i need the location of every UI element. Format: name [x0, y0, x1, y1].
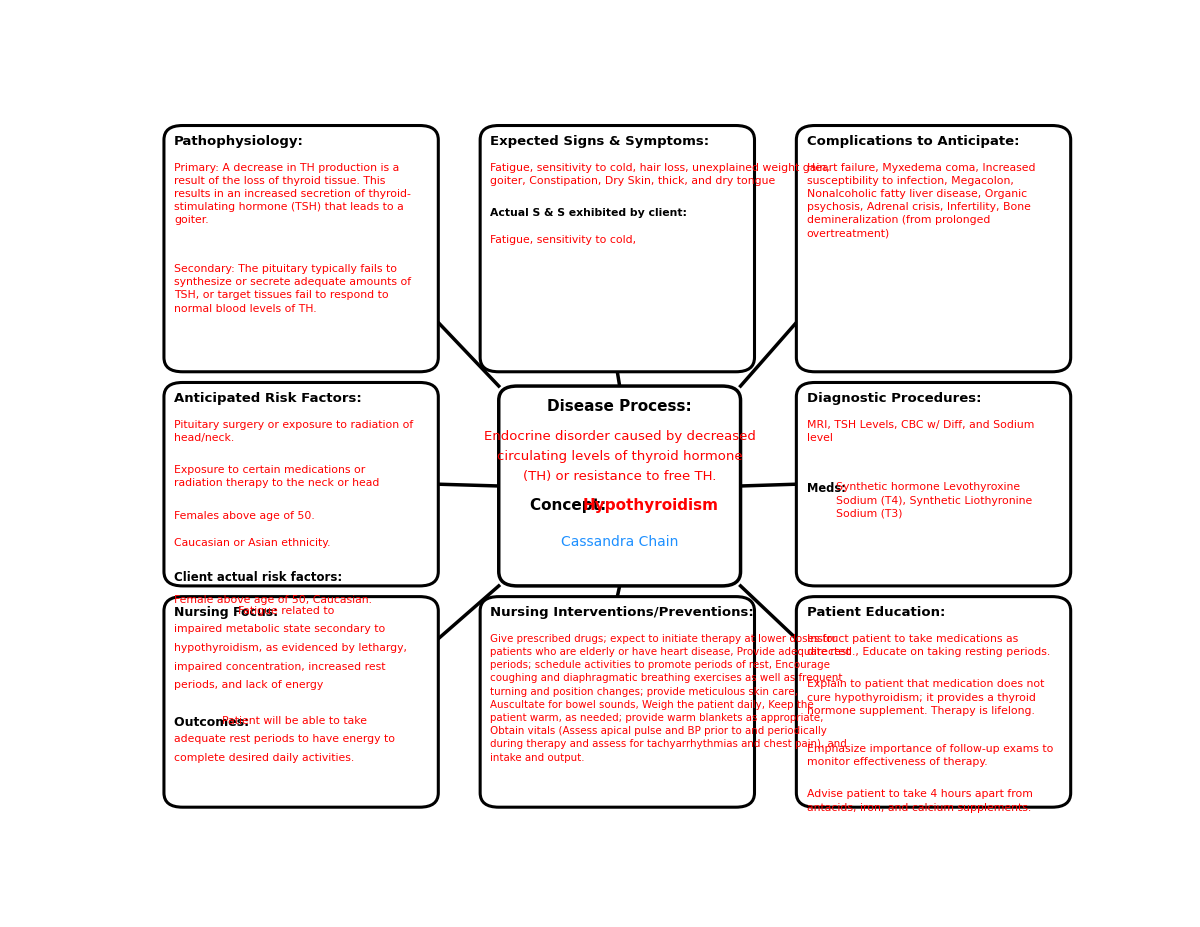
FancyBboxPatch shape — [480, 125, 755, 372]
Text: impaired metabolic state secondary to: impaired metabolic state secondary to — [174, 625, 385, 634]
Text: Explain to patient that medication does not
cure hypothyroidism; it provides a t: Explain to patient that medication does … — [806, 679, 1044, 716]
Text: Female above age of 50, Caucasian.: Female above age of 50, Caucasian. — [174, 595, 372, 605]
Text: Patient Education:: Patient Education: — [806, 606, 944, 619]
Text: Patient will be able to take: Patient will be able to take — [222, 716, 367, 726]
FancyBboxPatch shape — [164, 125, 438, 372]
Text: Females above age of 50.: Females above age of 50. — [174, 511, 314, 521]
Text: Endocrine disorder caused by decreased: Endocrine disorder caused by decreased — [484, 429, 756, 442]
Text: Advise patient to take 4 hours apart from
antacids, iron, and calcium supplement: Advise patient to take 4 hours apart fro… — [806, 790, 1032, 813]
Text: Actual S & S exhibited by client:: Actual S & S exhibited by client: — [491, 209, 688, 219]
Text: complete desired daily activities.: complete desired daily activities. — [174, 753, 354, 763]
Text: Cassandra Chain: Cassandra Chain — [560, 535, 678, 549]
FancyBboxPatch shape — [797, 597, 1070, 807]
Text: Disease Process:: Disease Process: — [547, 399, 692, 413]
Text: Instruct patient to take medications as
directed., Educate on taking resting per: Instruct patient to take medications as … — [806, 634, 1050, 657]
Text: Complications to Anticipate:: Complications to Anticipate: — [806, 134, 1019, 147]
Text: (TH) or resistance to free TH.: (TH) or resistance to free TH. — [523, 470, 716, 483]
Text: Expected Signs & Symptoms:: Expected Signs & Symptoms: — [491, 134, 709, 147]
Text: Fatigue, sensitivity to cold,: Fatigue, sensitivity to cold, — [491, 235, 636, 246]
Text: hypothyroidism, as evidenced by lethargy,: hypothyroidism, as evidenced by lethargy… — [174, 643, 407, 653]
Text: Outcomes:: Outcomes: — [174, 716, 253, 729]
Text: Nursing Interventions/Preventions:: Nursing Interventions/Preventions: — [491, 606, 754, 619]
FancyBboxPatch shape — [797, 125, 1070, 372]
Text: Anticipated Risk Factors:: Anticipated Risk Factors: — [174, 392, 362, 405]
Text: Secondary: The pituitary typically fails to
synthesize or secrete adequate amoun: Secondary: The pituitary typically fails… — [174, 264, 412, 313]
Text: Pathophysiology:: Pathophysiology: — [174, 134, 304, 147]
Text: Concept:: Concept: — [530, 498, 612, 514]
FancyBboxPatch shape — [164, 383, 438, 586]
Text: Exposure to certain medications or
radiation therapy to the neck or head: Exposure to certain medications or radia… — [174, 465, 379, 489]
FancyBboxPatch shape — [499, 386, 740, 586]
Text: Diagnostic Procedures:: Diagnostic Procedures: — [806, 392, 982, 405]
Text: impaired concentration, increased rest: impaired concentration, increased rest — [174, 662, 385, 671]
Text: Caucasian or Asian ethnicity.: Caucasian or Asian ethnicity. — [174, 538, 331, 548]
FancyBboxPatch shape — [797, 383, 1070, 586]
Text: periods, and lack of energy: periods, and lack of energy — [174, 680, 324, 690]
Text: Meds:: Meds: — [806, 482, 850, 495]
Text: circulating levels of thyroid hormone: circulating levels of thyroid hormone — [497, 450, 743, 463]
Text: Client actual risk factors:: Client actual risk factors: — [174, 571, 342, 584]
Text: Fatigue related to: Fatigue related to — [239, 606, 335, 616]
Text: Emphasize importance of follow-up exams to
monitor effectiveness of therapy.: Emphasize importance of follow-up exams … — [806, 743, 1052, 767]
Text: Hypothyroidism: Hypothyroidism — [583, 498, 719, 514]
Text: Heart failure, Myxedema coma, Increased
susceptibility to infection, Megacolon,
: Heart failure, Myxedema coma, Increased … — [806, 162, 1036, 238]
Text: Synthetic hormone Levothyroxine
Sodium (T4), Synthetic Liothyronine
Sodium (T3): Synthetic hormone Levothyroxine Sodium (… — [835, 482, 1032, 519]
Text: Nursing Focus:: Nursing Focus: — [174, 606, 283, 619]
Text: adequate rest periods to have energy to: adequate rest periods to have energy to — [174, 734, 395, 744]
Text: Fatigue, sensitivity to cold, hair loss, unexplained weight gain,
goiter, Consti: Fatigue, sensitivity to cold, hair loss,… — [491, 162, 830, 185]
Text: MRI, TSH Levels, CBC w/ Diff, and Sodium
level: MRI, TSH Levels, CBC w/ Diff, and Sodium… — [806, 420, 1034, 443]
FancyBboxPatch shape — [164, 597, 438, 807]
FancyBboxPatch shape — [480, 597, 755, 807]
Text: Pituitary surgery or exposure to radiation of
head/neck.: Pituitary surgery or exposure to radiati… — [174, 420, 414, 443]
Text: Primary: A decrease in TH production is a
result of the loss of thyroid tissue. : Primary: A decrease in TH production is … — [174, 162, 412, 225]
Text: Give prescribed drugs; expect to initiate therapy at lower doses for
patients wh: Give prescribed drugs; expect to initiat… — [491, 634, 851, 763]
